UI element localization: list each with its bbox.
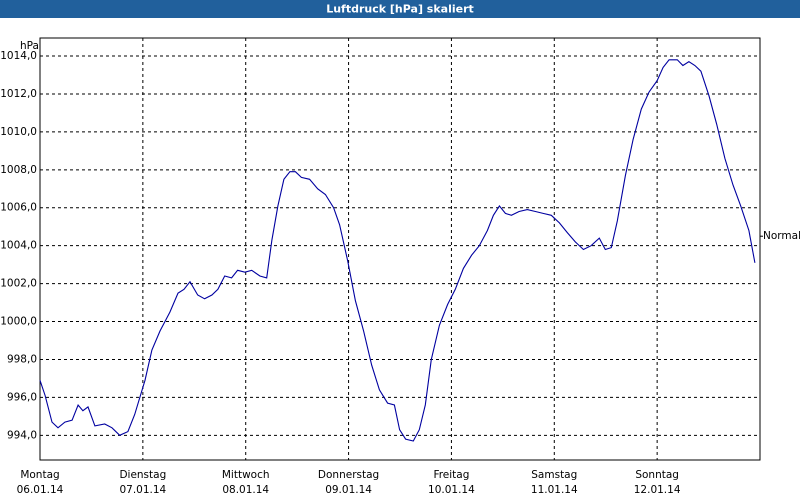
- x-tick-date: 11.01.14: [531, 484, 578, 496]
- pressure-line: [39, 59, 756, 442]
- chart-title: Luftdruck [hPa] skaliert: [326, 3, 474, 16]
- y-unit: hPa: [20, 40, 39, 52]
- x-tick-label: Donnerstag: [318, 469, 379, 481]
- x-tick-label: Samstag: [531, 469, 577, 481]
- y-tick-label: 1004,0: [0, 240, 37, 252]
- plot-border: [39, 37, 761, 461]
- y-tick-label: 1014,0: [0, 50, 37, 62]
- y-tick-label: 1000,0: [0, 316, 37, 328]
- x-tick-label: Sonntag: [635, 469, 679, 481]
- normal-label: Normal: [763, 230, 800, 242]
- x-tick-label: Freitag: [433, 469, 469, 481]
- y-tick-label: 994,0: [7, 429, 37, 441]
- y-tick-label: 1010,0: [0, 126, 37, 138]
- y-tick-label: 998,0: [7, 353, 37, 365]
- x-tick-label: Dienstag: [119, 469, 166, 481]
- y-tick-label: 1012,0: [0, 88, 37, 100]
- x-tick-label: Montag: [20, 469, 59, 481]
- x-tick-date: 07.01.14: [119, 484, 166, 496]
- x-tick-date: 12.01.14: [634, 484, 681, 496]
- y-tick-label: 1008,0: [0, 164, 37, 176]
- y-tick-label: 1006,0: [0, 202, 37, 214]
- x-tick-date: 08.01.14: [222, 484, 269, 496]
- y-tick-label: 1002,0: [0, 278, 37, 290]
- x-tick-date: 10.01.14: [428, 484, 475, 496]
- x-tick-label: Mittwoch: [222, 469, 270, 481]
- y-tick-label: 996,0: [7, 391, 37, 403]
- x-tick-date: 09.01.14: [325, 484, 372, 496]
- x-tick-date: 06.01.14: [17, 484, 64, 496]
- title-bar: [0, 0, 800, 18]
